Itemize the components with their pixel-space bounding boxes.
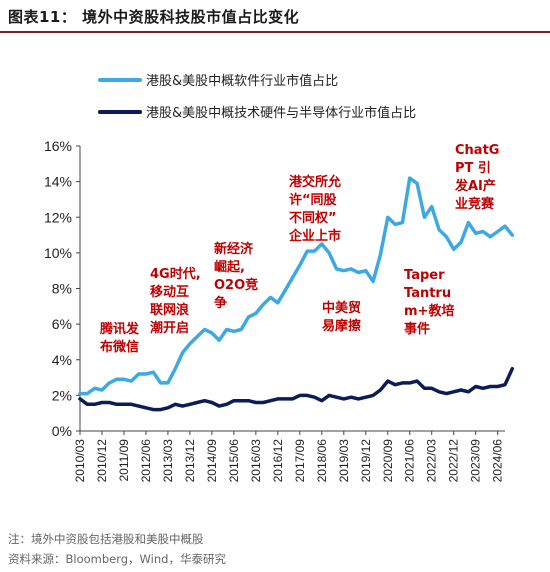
y-tick-label: 2% — [52, 387, 72, 403]
x-tick-label: 2021/06 — [403, 439, 417, 483]
annotation-line: 发AI产 — [454, 178, 496, 194]
annotation-line: 崛起, — [214, 259, 245, 275]
x-tick-label: 2010/12 — [95, 439, 109, 483]
x-tick-label: 2023/09 — [469, 439, 483, 483]
x-tick-label: 2019/03 — [337, 439, 351, 483]
x-tick-label: 2015/06 — [227, 439, 241, 483]
y-tick-label: 0% — [52, 423, 72, 439]
y-tick-label: 12% — [44, 209, 72, 225]
annotation-line: 不同权” — [289, 210, 337, 226]
chart-axes: 0% 2% 4% 6% 8% 10% 12% 14% 16% 2010/03 2010/12 2011… — [44, 138, 505, 482]
x-tick-label: 2016/03 — [249, 439, 263, 483]
x-tick-label: 2011/09 — [117, 439, 131, 482]
annotation-line: 新经济 — [214, 241, 254, 257]
annotation-line: 港交所允 — [289, 174, 341, 190]
annotation-line: 联网浪 — [150, 302, 189, 318]
annotation-line: PT 引 — [455, 161, 491, 176]
annotation-line: 腾讯发 — [99, 321, 140, 337]
y-tick-label: 16% — [44, 138, 72, 154]
annotation-line: 业竞赛 — [455, 196, 495, 212]
x-tick-label: 2017/09 — [293, 439, 307, 483]
legend-label-1: 港股&美股中概技术硬件与半导体行业市值占比 — [146, 105, 416, 121]
x-tick-label: 2019/12 — [359, 439, 373, 483]
chart-series — [78, 176, 515, 412]
y-tick-label: 8% — [52, 281, 72, 297]
x-tick-label: 2022/03 — [425, 439, 439, 483]
legend-label-0: 港股&美股中概软件行业市值占比 — [146, 73, 338, 89]
x-tick-label: 2013/03 — [161, 439, 175, 483]
x-tick-label: 2013/12 — [183, 439, 197, 483]
x-tick-label: 2020/09 — [381, 439, 395, 483]
annotation-line: 企业上市 — [288, 228, 341, 244]
annotation-line: 许“同股 — [289, 192, 337, 208]
annotation-line: m+教培 — [404, 303, 454, 319]
annotation-line: 争 — [214, 295, 227, 311]
annotation-line: Tantru — [404, 286, 451, 301]
annotation-line: 4G时代, — [150, 266, 201, 282]
y-tick-label: 10% — [44, 245, 72, 261]
series-line-1 — [78, 366, 515, 412]
x-tick-label: 2010/03 — [73, 439, 87, 483]
annotation-line: 中美贸 — [322, 300, 361, 316]
title-divider — [0, 31, 550, 33]
x-tick-label: 2012/06 — [139, 439, 153, 483]
annotation-line: 移动互 — [150, 284, 189, 300]
series-line-0 — [78, 176, 515, 396]
footnote: 注：境外中资股包括港股和美股中概股 — [8, 532, 204, 546]
y-tick-label: 4% — [52, 352, 72, 368]
x-tick-label: 2014/09 — [205, 439, 219, 483]
annotation-line: Taper — [404, 268, 445, 283]
annotation-line: 易摩擦 — [322, 318, 361, 334]
annotation-line: ChatG — [455, 143, 499, 158]
x-tick-label: 2022/12 — [447, 439, 461, 483]
annotation-line: 事件 — [404, 321, 430, 337]
x-tick-label: 2018/06 — [315, 439, 329, 483]
x-tick-label: 2016/12 — [271, 439, 285, 483]
figure-title: 图表11： 境外中资股科技股市值占比变化 — [8, 8, 300, 26]
y-tick-label: 6% — [52, 316, 72, 332]
annotation-line: 潮开启 — [150, 320, 189, 336]
source-note: 资料来源：Bloomberg，Wind，华泰研究 — [8, 552, 226, 566]
annotation-line: O2O竞 — [214, 277, 258, 293]
y-tick-label: 14% — [44, 174, 72, 190]
annotation-line: 布微信 — [100, 339, 139, 355]
x-tick-label: 2024/06 — [491, 439, 505, 483]
